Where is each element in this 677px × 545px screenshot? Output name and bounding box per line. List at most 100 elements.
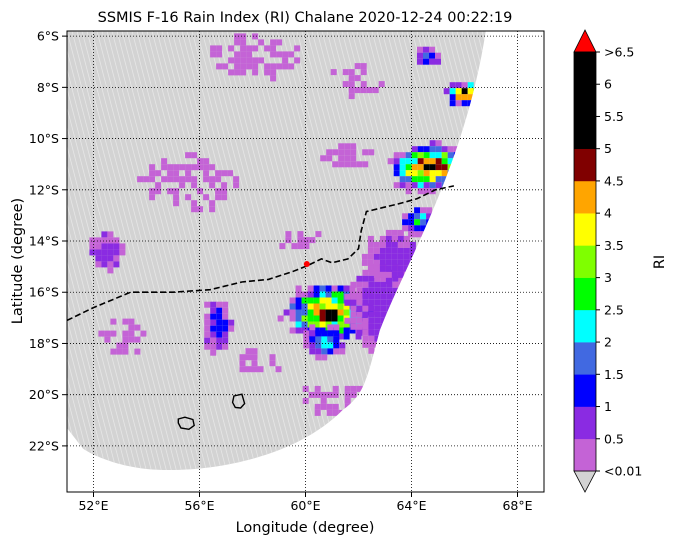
rain-pixel bbox=[240, 57, 247, 64]
rain-pixel bbox=[373, 271, 380, 278]
rain-pixel bbox=[295, 309, 302, 316]
rain-pixel bbox=[455, 88, 462, 95]
rain-pixel bbox=[320, 403, 327, 410]
rain-pixel bbox=[333, 324, 340, 331]
rain-pixel bbox=[374, 281, 381, 288]
rain-pixel bbox=[342, 69, 349, 76]
colorbar-tick-label: 0.5 bbox=[604, 431, 624, 446]
rain-pixel bbox=[405, 164, 412, 171]
rain-pixel bbox=[397, 247, 404, 254]
colorbar-tick-label: 1.5 bbox=[604, 367, 624, 382]
rain-pixel bbox=[361, 253, 368, 260]
rain-pixel bbox=[134, 336, 141, 343]
rain-cluster bbox=[98, 318, 147, 355]
rain-pixel bbox=[380, 287, 387, 294]
rain-pixel bbox=[98, 330, 105, 337]
rain-pixel bbox=[344, 293, 351, 300]
rain-pixel bbox=[314, 385, 321, 392]
rain-pixel bbox=[385, 271, 392, 278]
rain-pixel bbox=[246, 51, 253, 58]
rain-cluster bbox=[89, 231, 126, 274]
rain-pixel bbox=[191, 152, 198, 159]
rain-pixel bbox=[423, 58, 429, 65]
y-tick-label: 10°S bbox=[29, 131, 59, 146]
rain-pixel bbox=[325, 291, 332, 298]
rain-pixel bbox=[397, 229, 404, 236]
rain-pixel bbox=[379, 247, 386, 254]
rain-pixel bbox=[309, 342, 316, 349]
rain-pixel bbox=[373, 253, 380, 260]
y-tick-label: 16°S bbox=[29, 285, 59, 300]
rain-pixel bbox=[337, 309, 344, 316]
colorbar-segment bbox=[574, 180, 596, 214]
rain-pixel bbox=[295, 315, 302, 322]
island-outline-reunion bbox=[177, 416, 195, 431]
rain-pixel bbox=[307, 285, 314, 292]
rain-pixel bbox=[327, 342, 334, 349]
rain-pixel bbox=[167, 176, 174, 183]
rain-pixel bbox=[216, 343, 223, 350]
rain-pixel bbox=[362, 161, 369, 168]
rain-pixel bbox=[399, 152, 406, 159]
rain-pixel bbox=[379, 259, 386, 266]
rain-pixel bbox=[455, 82, 462, 89]
rain-pixel bbox=[411, 158, 418, 165]
rain-pixel bbox=[222, 313, 229, 320]
rain-pixel bbox=[315, 231, 322, 238]
rain-pixel bbox=[149, 194, 156, 201]
rain-pixel bbox=[435, 182, 442, 189]
rain-pixel bbox=[197, 158, 204, 165]
rain-pixel bbox=[447, 158, 454, 165]
rain-pixel bbox=[240, 39, 247, 46]
rain-pixel bbox=[315, 330, 322, 337]
rain-pixel bbox=[245, 366, 252, 373]
rain-pixel bbox=[354, 75, 361, 82]
x-tick-label: 64°E bbox=[396, 498, 426, 513]
rain-pixel bbox=[89, 237, 96, 244]
rain-pixel bbox=[403, 235, 410, 242]
rain-pixel bbox=[107, 267, 114, 274]
rain-pixel bbox=[203, 164, 210, 171]
colorbar-tick-label: 5.5 bbox=[604, 109, 624, 124]
rain-pixel bbox=[101, 249, 108, 256]
rain-pixel bbox=[426, 213, 433, 220]
colorbar-segment bbox=[574, 148, 596, 182]
rain-pixel bbox=[393, 170, 400, 177]
rain-pixel bbox=[320, 397, 327, 404]
rain-pixel bbox=[301, 303, 308, 310]
rain-pixel bbox=[122, 318, 129, 325]
rain-pixel bbox=[210, 307, 217, 314]
rain-pixel bbox=[289, 303, 296, 310]
rain-pixel bbox=[417, 176, 424, 183]
rain-pixel bbox=[134, 324, 141, 331]
rain-pixel bbox=[104, 330, 111, 337]
rain-pixel bbox=[385, 259, 392, 266]
island-outline-mauritius bbox=[231, 393, 246, 409]
colorbar-segment bbox=[574, 116, 596, 149]
rain-cluster bbox=[303, 324, 346, 361]
rain-pixel bbox=[149, 188, 156, 195]
rain-pixel bbox=[356, 305, 363, 312]
rain-pixel bbox=[228, 57, 235, 64]
rain-pixel bbox=[246, 45, 253, 52]
rain-pixel bbox=[350, 391, 357, 398]
rain-pixel bbox=[344, 391, 351, 398]
rain-pixel bbox=[276, 39, 283, 46]
rain-pixel bbox=[269, 360, 276, 367]
colorbar-tick-label: >6.5 bbox=[604, 45, 634, 60]
rain-pixel bbox=[350, 293, 357, 300]
rain-pixel bbox=[319, 285, 326, 292]
rain-pixel bbox=[89, 249, 96, 256]
rain-pixel bbox=[240, 63, 247, 70]
rain-pixel bbox=[239, 366, 246, 373]
rain-pixel bbox=[417, 158, 424, 165]
rain-pixel bbox=[270, 69, 277, 76]
rain-pixel bbox=[203, 158, 210, 165]
rain-pixel bbox=[386, 293, 393, 300]
rain-pixel bbox=[185, 194, 192, 201]
rain-pixel bbox=[398, 275, 405, 282]
rain-pixel bbox=[343, 285, 350, 292]
rain-pixel bbox=[155, 188, 162, 195]
rain-pixel bbox=[173, 164, 180, 171]
rain-cluster bbox=[210, 33, 301, 82]
